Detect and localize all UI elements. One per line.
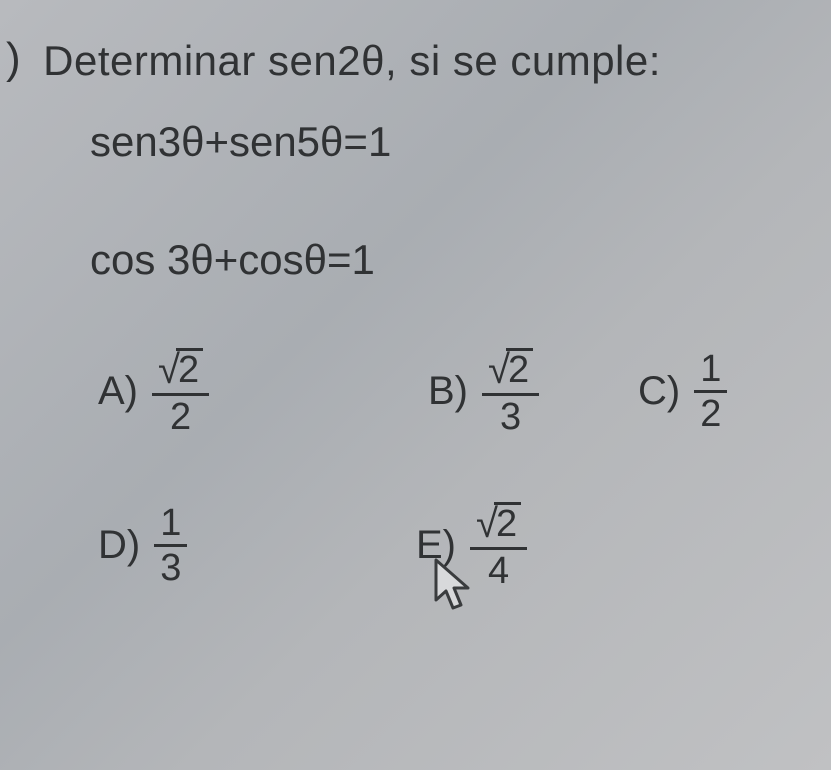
option-d-denominator: 3 [154,547,187,589]
equation-2: cos 3 θ + cos θ = 1 [90,236,811,284]
question-line: ) Determinar sen2 θ , si se cumple: [6,36,811,86]
item-marker: ) [6,34,21,84]
eq2-rhs: 1 [352,236,375,284]
options-block: A) √ 2 2 B) √ [0,346,811,592]
theta-glyph: θ [361,37,385,85]
radical-icon: √ [488,350,510,390]
option-e: E) √ 2 4 [416,500,527,592]
options-row-1: A) √ 2 2 B) √ [98,346,811,438]
option-e-label: E) [416,523,456,568]
eq1-eq: = [343,118,368,166]
option-a-radicand: 2 [176,348,203,391]
option-e-radicand: 2 [494,502,521,545]
surd-icon: √ 2 [488,348,533,391]
theta-glyph: θ [304,236,327,284]
radical-icon: √ [158,350,180,390]
radical-icon: √ [476,504,498,544]
surd-icon: √ 2 [158,348,203,391]
theta-glyph: θ [190,236,213,284]
option-b-fraction: √ 2 3 [482,346,539,438]
option-c: C) 1 2 [638,348,727,435]
question-text-post: , si se cumple: [385,37,661,85]
options-row-2: D) 1 3 E) √ 2 4 [98,500,811,592]
option-b-denominator: 3 [494,396,527,438]
option-b-radicand: 2 [506,348,533,391]
eq1-term1: sen3 [90,118,181,166]
option-d: D) 1 3 [98,502,416,589]
option-e-fraction: √ 2 4 [470,500,527,592]
option-c-denominator: 2 [694,393,727,435]
option-a-denominator: 2 [164,396,197,438]
theta-glyph: θ [320,118,343,166]
eq2-term2: cos [238,236,303,284]
eq1-plus: + [204,118,229,166]
theta-glyph: θ [181,118,204,166]
equation-1: sen3 θ + sen5 θ = 1 [90,118,811,166]
question-text-pre: Determinar sen2 [43,37,361,85]
eq2-term1: cos 3 [90,236,190,284]
option-d-label: D) [98,523,140,568]
exercise-page: ) Determinar sen2 θ , si se cumple: sen3… [0,0,831,612]
option-b-label: B) [428,369,468,414]
surd-icon: √ 2 [476,502,521,545]
option-c-label: C) [638,369,680,414]
option-a: A) √ 2 2 [98,346,428,438]
eq1-term2: sen5 [229,118,320,166]
option-d-fraction: 1 3 [154,502,187,589]
option-b: B) √ 2 3 [428,346,638,438]
option-d-numerator: 1 [154,502,187,544]
option-a-label: A) [98,369,138,414]
eq2-eq: = [327,236,352,284]
eq2-plus: + [214,236,239,284]
eq1-rhs: 1 [368,118,391,166]
option-c-numerator: 1 [694,348,727,390]
option-a-fraction: √ 2 2 [152,346,209,438]
option-c-fraction: 1 2 [694,348,727,435]
option-e-denominator: 4 [482,550,515,592]
